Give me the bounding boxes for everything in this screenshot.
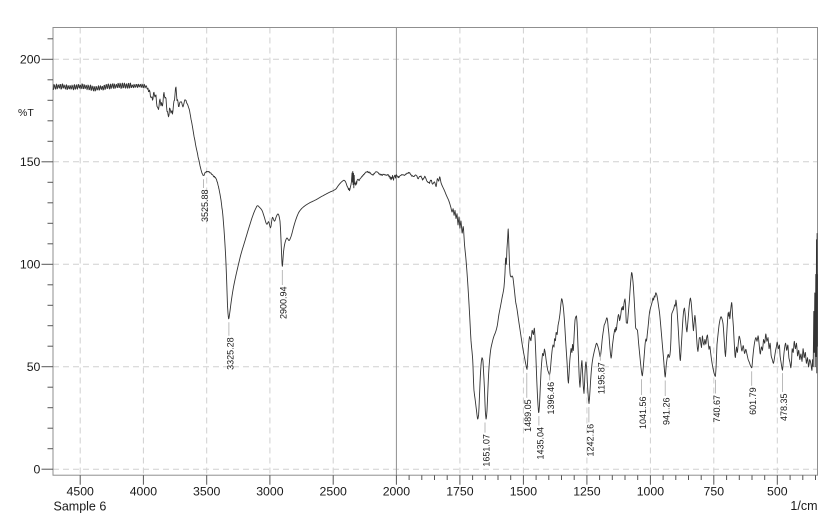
svg-text:1242.16: 1242.16 [585, 424, 595, 457]
svg-text:1651.07: 1651.07 [481, 434, 491, 467]
svg-text:750: 750 [704, 485, 725, 499]
svg-text:500: 500 [767, 485, 788, 499]
svg-text:1195.87: 1195.87 [597, 362, 607, 394]
svg-text:1250: 1250 [573, 485, 601, 499]
svg-text:200: 200 [20, 53, 41, 67]
svg-text:1500: 1500 [510, 485, 538, 499]
svg-text:0: 0 [34, 463, 41, 477]
svg-text:Sample 6: Sample 6 [54, 500, 107, 514]
svg-text:478.35: 478.35 [779, 394, 789, 422]
svg-text:50: 50 [27, 360, 41, 374]
svg-text:1435.04: 1435.04 [535, 427, 545, 460]
svg-text:1489.05: 1489.05 [523, 399, 533, 432]
svg-text:100: 100 [20, 258, 41, 272]
svg-text:4500: 4500 [67, 485, 95, 499]
svg-text:1/cm: 1/cm [790, 499, 817, 513]
svg-text:1000: 1000 [637, 485, 665, 499]
svg-text:3500: 3500 [193, 485, 221, 499]
svg-text:740.67: 740.67 [712, 395, 722, 423]
svg-text:2000: 2000 [383, 485, 411, 499]
svg-text:2500: 2500 [320, 485, 348, 499]
svg-text:3000: 3000 [256, 485, 284, 499]
svg-text:150: 150 [20, 155, 41, 169]
svg-text:3525.88: 3525.88 [200, 190, 210, 223]
svg-text:601.79: 601.79 [748, 387, 758, 415]
svg-text:%T: %T [18, 107, 34, 119]
svg-text:941.26: 941.26 [662, 398, 672, 426]
svg-text:1041.56: 1041.56 [638, 397, 648, 430]
svg-text:4000: 4000 [130, 485, 158, 499]
svg-text:1396.46: 1396.46 [546, 382, 556, 415]
svg-text:1750: 1750 [446, 485, 474, 499]
svg-text:3325.28: 3325.28 [225, 337, 235, 370]
svg-text:2900.94: 2900.94 [279, 287, 289, 320]
